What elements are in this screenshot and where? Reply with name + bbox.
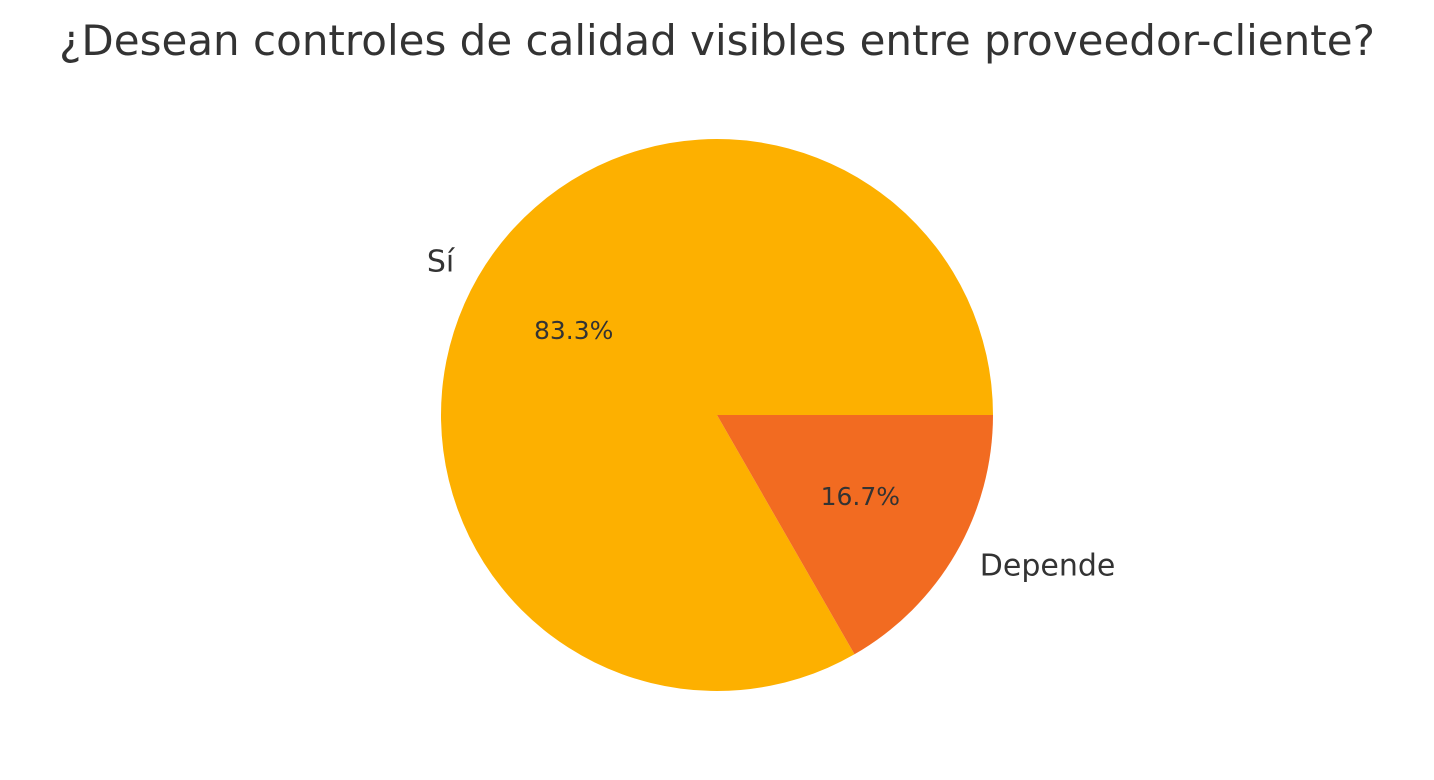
slice-label-1: Sí	[427, 244, 456, 279]
slice-percent-label-2: 16.7%	[821, 482, 900, 511]
chart-title: ¿Desean controles de calidad visibles en…	[59, 16, 1375, 65]
pie-slice-2	[717, 415, 993, 655]
pie-slices	[441, 139, 993, 691]
slice-percent-label-1: 83.3%	[534, 316, 613, 345]
slice-label-2: Depende	[980, 549, 1116, 584]
pie-labels: Sí 83.3% Depende 16.7%	[427, 244, 1116, 583]
